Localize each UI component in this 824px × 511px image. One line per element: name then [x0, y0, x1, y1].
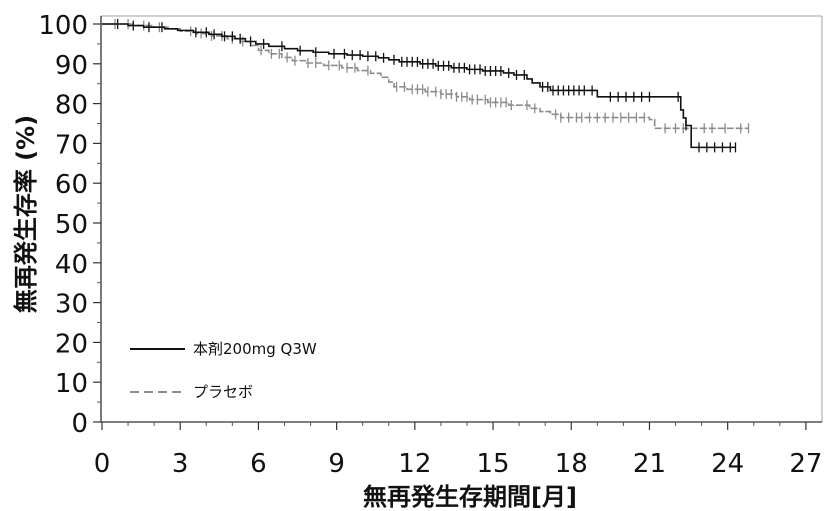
x-tick-label: 27 [789, 449, 822, 479]
y-tick-label: 90 [55, 51, 88, 81]
y-tick-label: 20 [55, 329, 88, 359]
x-axis-label: 無再発生存期間[月] [363, 483, 577, 511]
axis-ticks: 0 10 20 30 40 50 60 70 80 90 100 0 3 6 9 12 15 18 21 24 27 [38, 11, 822, 479]
survival-curves [102, 19, 750, 153]
y-tick-label: 40 [55, 250, 88, 280]
x-tick-label: 9 [328, 449, 345, 479]
y-tick-label: 50 [55, 210, 88, 240]
x-tick-label: 6 [250, 449, 267, 479]
y-tick-label: 30 [55, 290, 88, 320]
x-tick-label: 21 [633, 449, 666, 479]
plot-frame [100, 15, 823, 423]
y-tick-label: 60 [55, 170, 88, 200]
x-tick-label: 3 [172, 449, 189, 479]
y-tick-label: 10 [55, 369, 88, 399]
legend-label-placebo: プラセボ [193, 383, 253, 401]
x-tick-label: 0 [94, 449, 111, 479]
x-tick-label: 18 [555, 449, 588, 479]
y-tick-label: 80 [55, 91, 88, 121]
x-tick-label: 12 [398, 449, 431, 479]
legend: 本剤200mg Q3W プラセボ [130, 340, 317, 401]
survival-curve-treatment [102, 23, 736, 149]
y-tick-label: 0 [71, 409, 88, 439]
x-tick-label: 24 [711, 449, 744, 479]
x-tick-label: 15 [477, 449, 510, 479]
y-tick-label: 70 [55, 130, 88, 160]
y-tick-label: 100 [38, 11, 88, 41]
y-axis-label: 無再発生存率 (%) [12, 115, 40, 313]
survival-curve-placebo [102, 23, 749, 130]
legend-label-treatment: 本剤200mg Q3W [193, 340, 317, 358]
